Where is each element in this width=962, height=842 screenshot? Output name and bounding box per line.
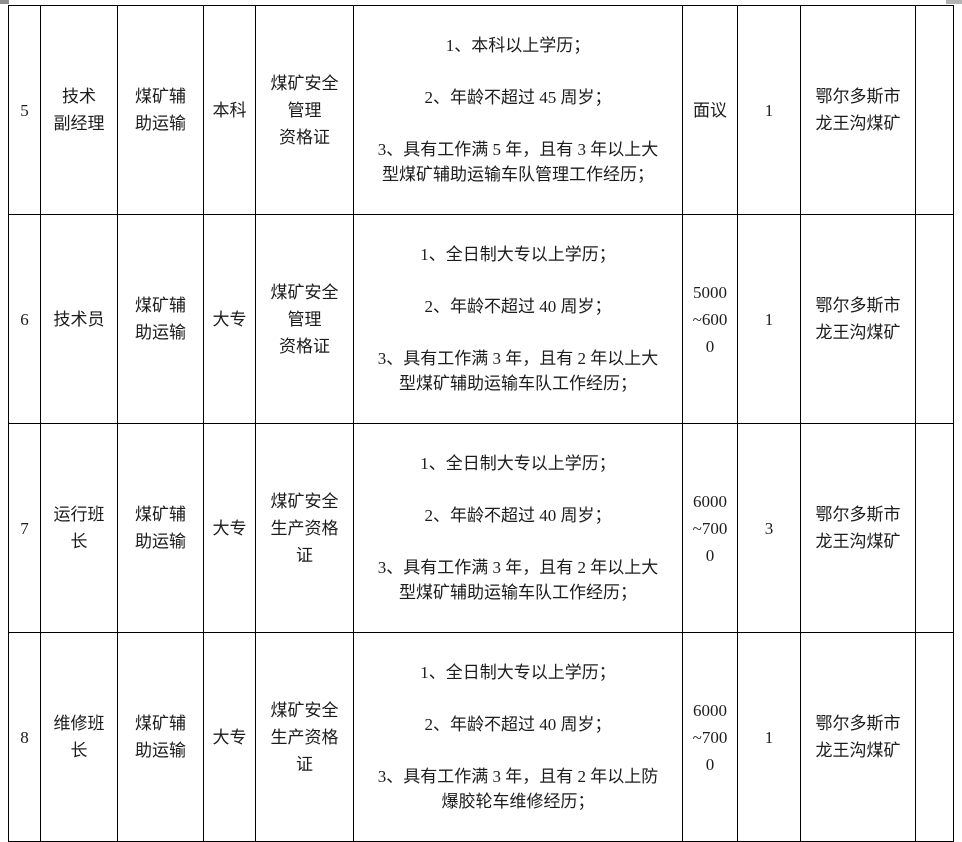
row-number-cell: 6 bbox=[8, 214, 41, 424]
row-number-cell: 5 bbox=[8, 5, 41, 215]
requirement-item: 2、年龄不超过 40 周岁； bbox=[424, 506, 612, 525]
remark-cell bbox=[915, 632, 954, 842]
position-cell: 维修班 长 bbox=[40, 632, 118, 842]
requirements-cell: 1、全日制大专以上学历； 2、年龄不超过 40 周岁； 3、具有工作满 3 年，… bbox=[353, 214, 683, 424]
remark-cell bbox=[915, 5, 954, 215]
education-cell: 本科 bbox=[203, 5, 256, 215]
education-cell: 大专 bbox=[203, 423, 256, 633]
team-cell: 煤矿辅 助运输 bbox=[117, 5, 204, 215]
location-cell: 鄂尔多斯市 龙王沟煤矿 bbox=[800, 423, 916, 633]
requirement-item: 2、年龄不超过 40 周岁； bbox=[424, 715, 612, 734]
remark-cell bbox=[915, 214, 954, 424]
recruitment-table: 5 技术 副经理 煤矿辅 助运输 本科 煤矿安全 管理 资格证 1、本科以上学历… bbox=[8, 5, 954, 842]
requirement-item: 3、具有工作满 3 年，且有 2 年以上大 型煤矿辅助运输车队工作经历； bbox=[377, 558, 659, 602]
position-cell: 技术 副经理 bbox=[40, 5, 118, 215]
row-number-cell: 7 bbox=[8, 423, 41, 633]
table-row: 8 维修班 长 煤矿辅 助运输 大专 煤矿安全 生产资格 证 1、全日制大专以上… bbox=[8, 632, 954, 842]
table-row: 5 技术 副经理 煤矿辅 助运输 本科 煤矿安全 管理 资格证 1、本科以上学历… bbox=[8, 5, 954, 215]
remark-cell bbox=[915, 423, 954, 633]
team-cell: 煤矿辅 助运输 bbox=[117, 632, 204, 842]
headcount-cell: 1 bbox=[737, 214, 801, 424]
headcount-cell: 1 bbox=[737, 632, 801, 842]
row-number-cell: 8 bbox=[8, 632, 41, 842]
headcount-cell: 1 bbox=[737, 5, 801, 215]
salary-cell: 5000 ~600 0 bbox=[682, 214, 738, 424]
location-cell: 鄂尔多斯市 龙王沟煤矿 bbox=[800, 214, 916, 424]
certificate-cell: 煤矿安全 生产资格 证 bbox=[255, 423, 354, 633]
requirement-item: 3、具有工作满 5 年，且有 3 年以上大 型煤矿辅助运输车队管理工作经历； bbox=[377, 140, 659, 184]
requirement-item: 2、年龄不超过 45 周岁； bbox=[424, 88, 612, 107]
position-cell: 运行班 长 bbox=[40, 423, 118, 633]
education-cell: 大专 bbox=[203, 214, 256, 424]
certificate-cell: 煤矿安全 生产资格 证 bbox=[255, 632, 354, 842]
salary-cell: 6000 ~700 0 bbox=[682, 632, 738, 842]
headcount-cell: 3 bbox=[737, 423, 801, 633]
requirement-item: 1、全日制大专以上学历； bbox=[420, 454, 616, 473]
position-cell: 技术员 bbox=[40, 214, 118, 424]
certificate-cell: 煤矿安全 管理 资格证 bbox=[255, 214, 354, 424]
table-row: 6 技术员 煤矿辅 助运输 大专 煤矿安全 管理 资格证 1、全日制大专以上学历… bbox=[8, 214, 954, 424]
requirements-cell: 1、本科以上学历； 2、年龄不超过 45 周岁； 3、具有工作满 5 年，且有 … bbox=[353, 5, 683, 215]
team-cell: 煤矿辅 助运输 bbox=[117, 423, 204, 633]
table-row: 7 运行班 长 煤矿辅 助运输 大专 煤矿安全 生产资格 证 1、全日制大专以上… bbox=[8, 423, 954, 633]
requirements-cell: 1、全日制大专以上学历； 2、年龄不超过 40 周岁； 3、具有工作满 3 年，… bbox=[353, 423, 683, 633]
requirement-item: 3、具有工作满 3 年，且有 2 年以上大 型煤矿辅助运输车队工作经历； bbox=[377, 349, 659, 393]
screen-artifact-top-right bbox=[946, 0, 962, 4]
screen-artifact-top-left bbox=[0, 0, 9, 4]
salary-cell: 面议 bbox=[682, 5, 738, 215]
requirement-item: 2、年龄不超过 40 周岁； bbox=[424, 297, 612, 316]
requirement-item: 1、全日制大专以上学历； bbox=[420, 663, 616, 682]
requirement-item: 1、本科以上学历； bbox=[445, 36, 591, 55]
salary-cell: 6000 ~700 0 bbox=[682, 423, 738, 633]
requirements-cell: 1、全日制大专以上学历； 2、年龄不超过 40 周岁； 3、具有工作满 3 年，… bbox=[353, 632, 683, 842]
team-cell: 煤矿辅 助运输 bbox=[117, 214, 204, 424]
location-cell: 鄂尔多斯市 龙王沟煤矿 bbox=[800, 632, 916, 842]
location-cell: 鄂尔多斯市 龙王沟煤矿 bbox=[800, 5, 916, 215]
requirement-item: 3、具有工作满 3 年，且有 2 年以上防 爆胶轮车维修经历； bbox=[377, 767, 659, 811]
requirement-item: 1、全日制大专以上学历； bbox=[420, 245, 616, 264]
certificate-cell: 煤矿安全 管理 资格证 bbox=[255, 5, 354, 215]
education-cell: 大专 bbox=[203, 632, 256, 842]
